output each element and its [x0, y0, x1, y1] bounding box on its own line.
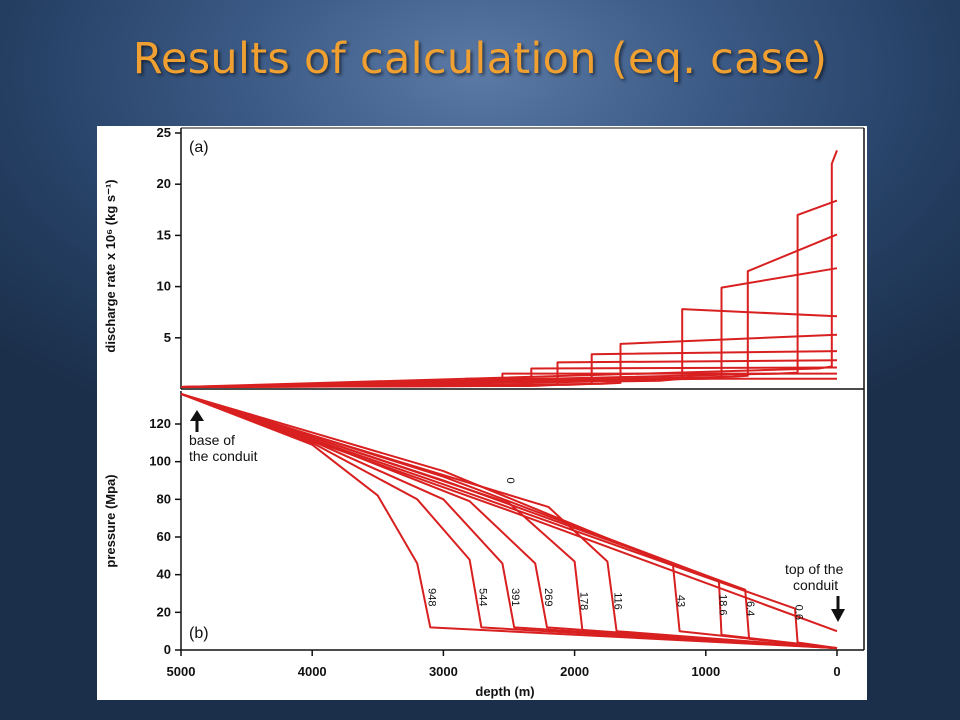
panel-b-series-label: 0.6 — [793, 605, 805, 620]
panel-b-series-label: 391 — [509, 588, 521, 606]
panel-b-xtick-label: 0 — [833, 664, 840, 679]
panel-b-series-line — [180, 392, 838, 650]
panel-b-xtick-label: 2000 — [560, 664, 589, 679]
panel-a-ylabel: discharge rate x 10⁶ (kg s⁻¹) — [103, 179, 118, 352]
base-annotation: base of the conduit — [189, 410, 258, 464]
panel-a-label: (a) — [189, 139, 209, 156]
top-annotation: top of the conduit — [785, 561, 845, 622]
panel-b-series-label: 269 — [542, 588, 554, 606]
panel-b-series-line — [180, 392, 838, 633]
panel-b-ytick-label: 100 — [149, 454, 171, 469]
panel-a-series-line — [180, 199, 838, 388]
panel-b-ytick-label: 60 — [157, 529, 171, 544]
panel-b-ytick-label: 80 — [157, 491, 171, 506]
panel-b-ytick-label: 20 — [157, 604, 171, 619]
panel-b-series-label: 6.4 — [744, 601, 756, 616]
panel-b-series-label: 948 — [425, 588, 437, 606]
panel-b-series-label: 18.6 — [717, 594, 729, 615]
panel-b-series-line — [180, 392, 838, 650]
panel-a-ytick-label: 10 — [157, 279, 171, 294]
panel-a-ytick-label: 5 — [164, 330, 171, 345]
panel-a-series-line — [180, 267, 838, 388]
chart-figure: 5 10 15 20 25 0 20 40 60 80 100 120 5000 4000 3000 2000… — [103, 126, 865, 699]
panel-b-series-label: 43 — [675, 595, 687, 607]
panel-a-ytick-label: 20 — [157, 176, 171, 191]
figure-panel: 5 10 15 20 25 0 20 40 60 80 100 120 5000 4000 3000 2000… — [97, 126, 867, 700]
panel-b-xtick-label: 4000 — [298, 664, 327, 679]
slide-title: Results of calculation (eq. case) — [132, 34, 828, 84]
panel-b-series-label: 178 — [578, 592, 590, 610]
panel-a-series-line — [180, 150, 838, 388]
panel-b-xtick-label: 5000 — [167, 664, 196, 679]
panel-a-series-line — [180, 333, 838, 388]
panel-b-xtick-label: 3000 — [429, 664, 458, 679]
panel-b-series-label: 0 — [504, 477, 516, 483]
top-annotation-line1: top of the — [785, 561, 844, 577]
panel-b-xtick-label: 1000 — [691, 664, 720, 679]
chart-axes — [180, 127, 865, 651]
panel-b-ytick-label: 40 — [157, 567, 171, 582]
panel-b-xlabel: depth (m) — [475, 684, 534, 699]
panel-b-series-label: 544 — [476, 588, 488, 606]
panel-b-ytick-label: 120 — [149, 416, 171, 431]
base-arrow-head — [190, 410, 204, 421]
panel-b-label: (b) — [189, 625, 209, 642]
panel-a-series-line — [180, 233, 838, 388]
panel-b-series-label: 116 — [612, 592, 624, 610]
panel-a-ytick-label: 25 — [157, 126, 171, 140]
panel-a-ytick-label: 15 — [157, 227, 171, 242]
top-annotation-line2: conduit — [793, 577, 838, 593]
panel-b-series-line — [180, 392, 838, 650]
base-annotation-line2: the conduit — [189, 448, 258, 464]
base-annotation-line1: base of — [189, 432, 235, 448]
top-arrow-head — [831, 609, 845, 622]
panel-b-series-line — [180, 392, 838, 650]
panel-b-ytick-label: 0 — [164, 642, 171, 657]
panel-b-ylabel: pressure (Mpa) — [103, 474, 118, 567]
